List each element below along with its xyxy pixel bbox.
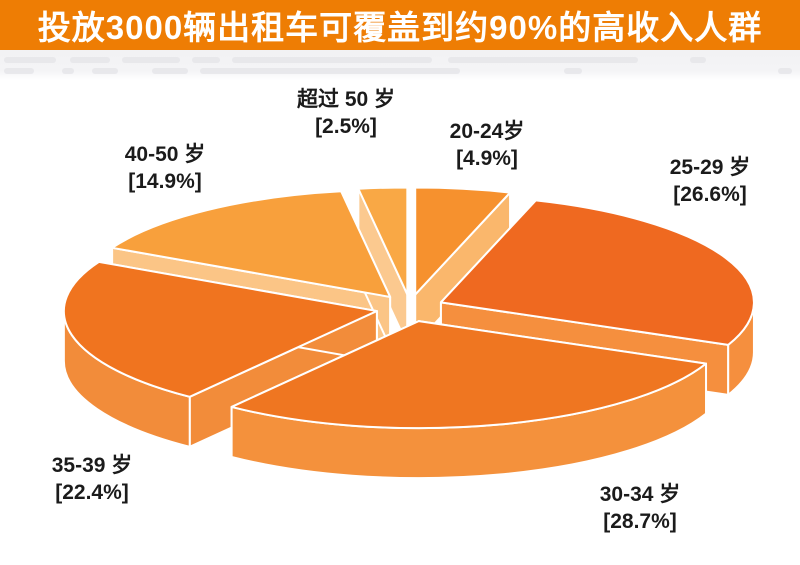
slice-age-text: 30-34 岁 [599,483,681,506]
text-artifact [92,68,118,74]
slice-age-text: 20-24岁 [449,120,525,143]
text-artifact [62,68,74,74]
text-artifact [70,57,110,63]
title-banner: 投放3000辆出租车可覆盖到约90%的高收入人群 [0,0,800,50]
slice-label-over-50: 超过 50 岁 [2.5%] [297,86,395,140]
slice-label-20-24: 20-24岁 [4.9%] [450,118,525,172]
slice-pct-text: [2.5%] [315,115,377,138]
slice-pct-text: [22.4%] [55,481,129,504]
text-artifact [192,57,220,63]
text-artifact [232,57,432,63]
slice-label-25-29: 25-29 岁 [26.6%] [670,154,751,208]
slice-label-40-50: 40-50 岁 [14.9%] [125,141,206,195]
slice-pct-text: [28.7%] [603,510,677,533]
pie-slice-1 [439,199,755,396]
text-artifact [690,57,706,63]
slice-label-30-34: 30-34 岁 [28.7%] [600,481,681,535]
page-title: 投放3000辆出租车可覆盖到约90%的高收入人群 [37,9,763,46]
text-artifact [448,57,638,63]
pie-slice-2 [230,320,708,480]
pie-slice-0 [414,186,512,346]
text-artifact [778,68,792,74]
text-artifact [4,68,34,74]
slice-pct-text: [4.9%] [456,147,518,170]
pie-slice-5 [357,186,409,346]
text-artifact [200,68,460,74]
text-artifact [152,68,188,74]
text-artifact [4,57,56,63]
text-artifact [122,57,180,63]
slice-age-text: 40-50 岁 [124,143,206,166]
blurred-text-strip [0,50,800,80]
slice-pct-text: [26.6%] [673,183,747,206]
slice-age-text: 超过 50 岁 [296,88,396,111]
slice-pct-text: [14.9%] [128,170,202,193]
slice-label-35-39: 35-39 岁 [22.4%] [52,452,133,506]
slice-age-text: 25-29 岁 [669,156,751,179]
slice-age-text: 35-39 岁 [51,454,133,477]
text-artifact [564,68,582,74]
